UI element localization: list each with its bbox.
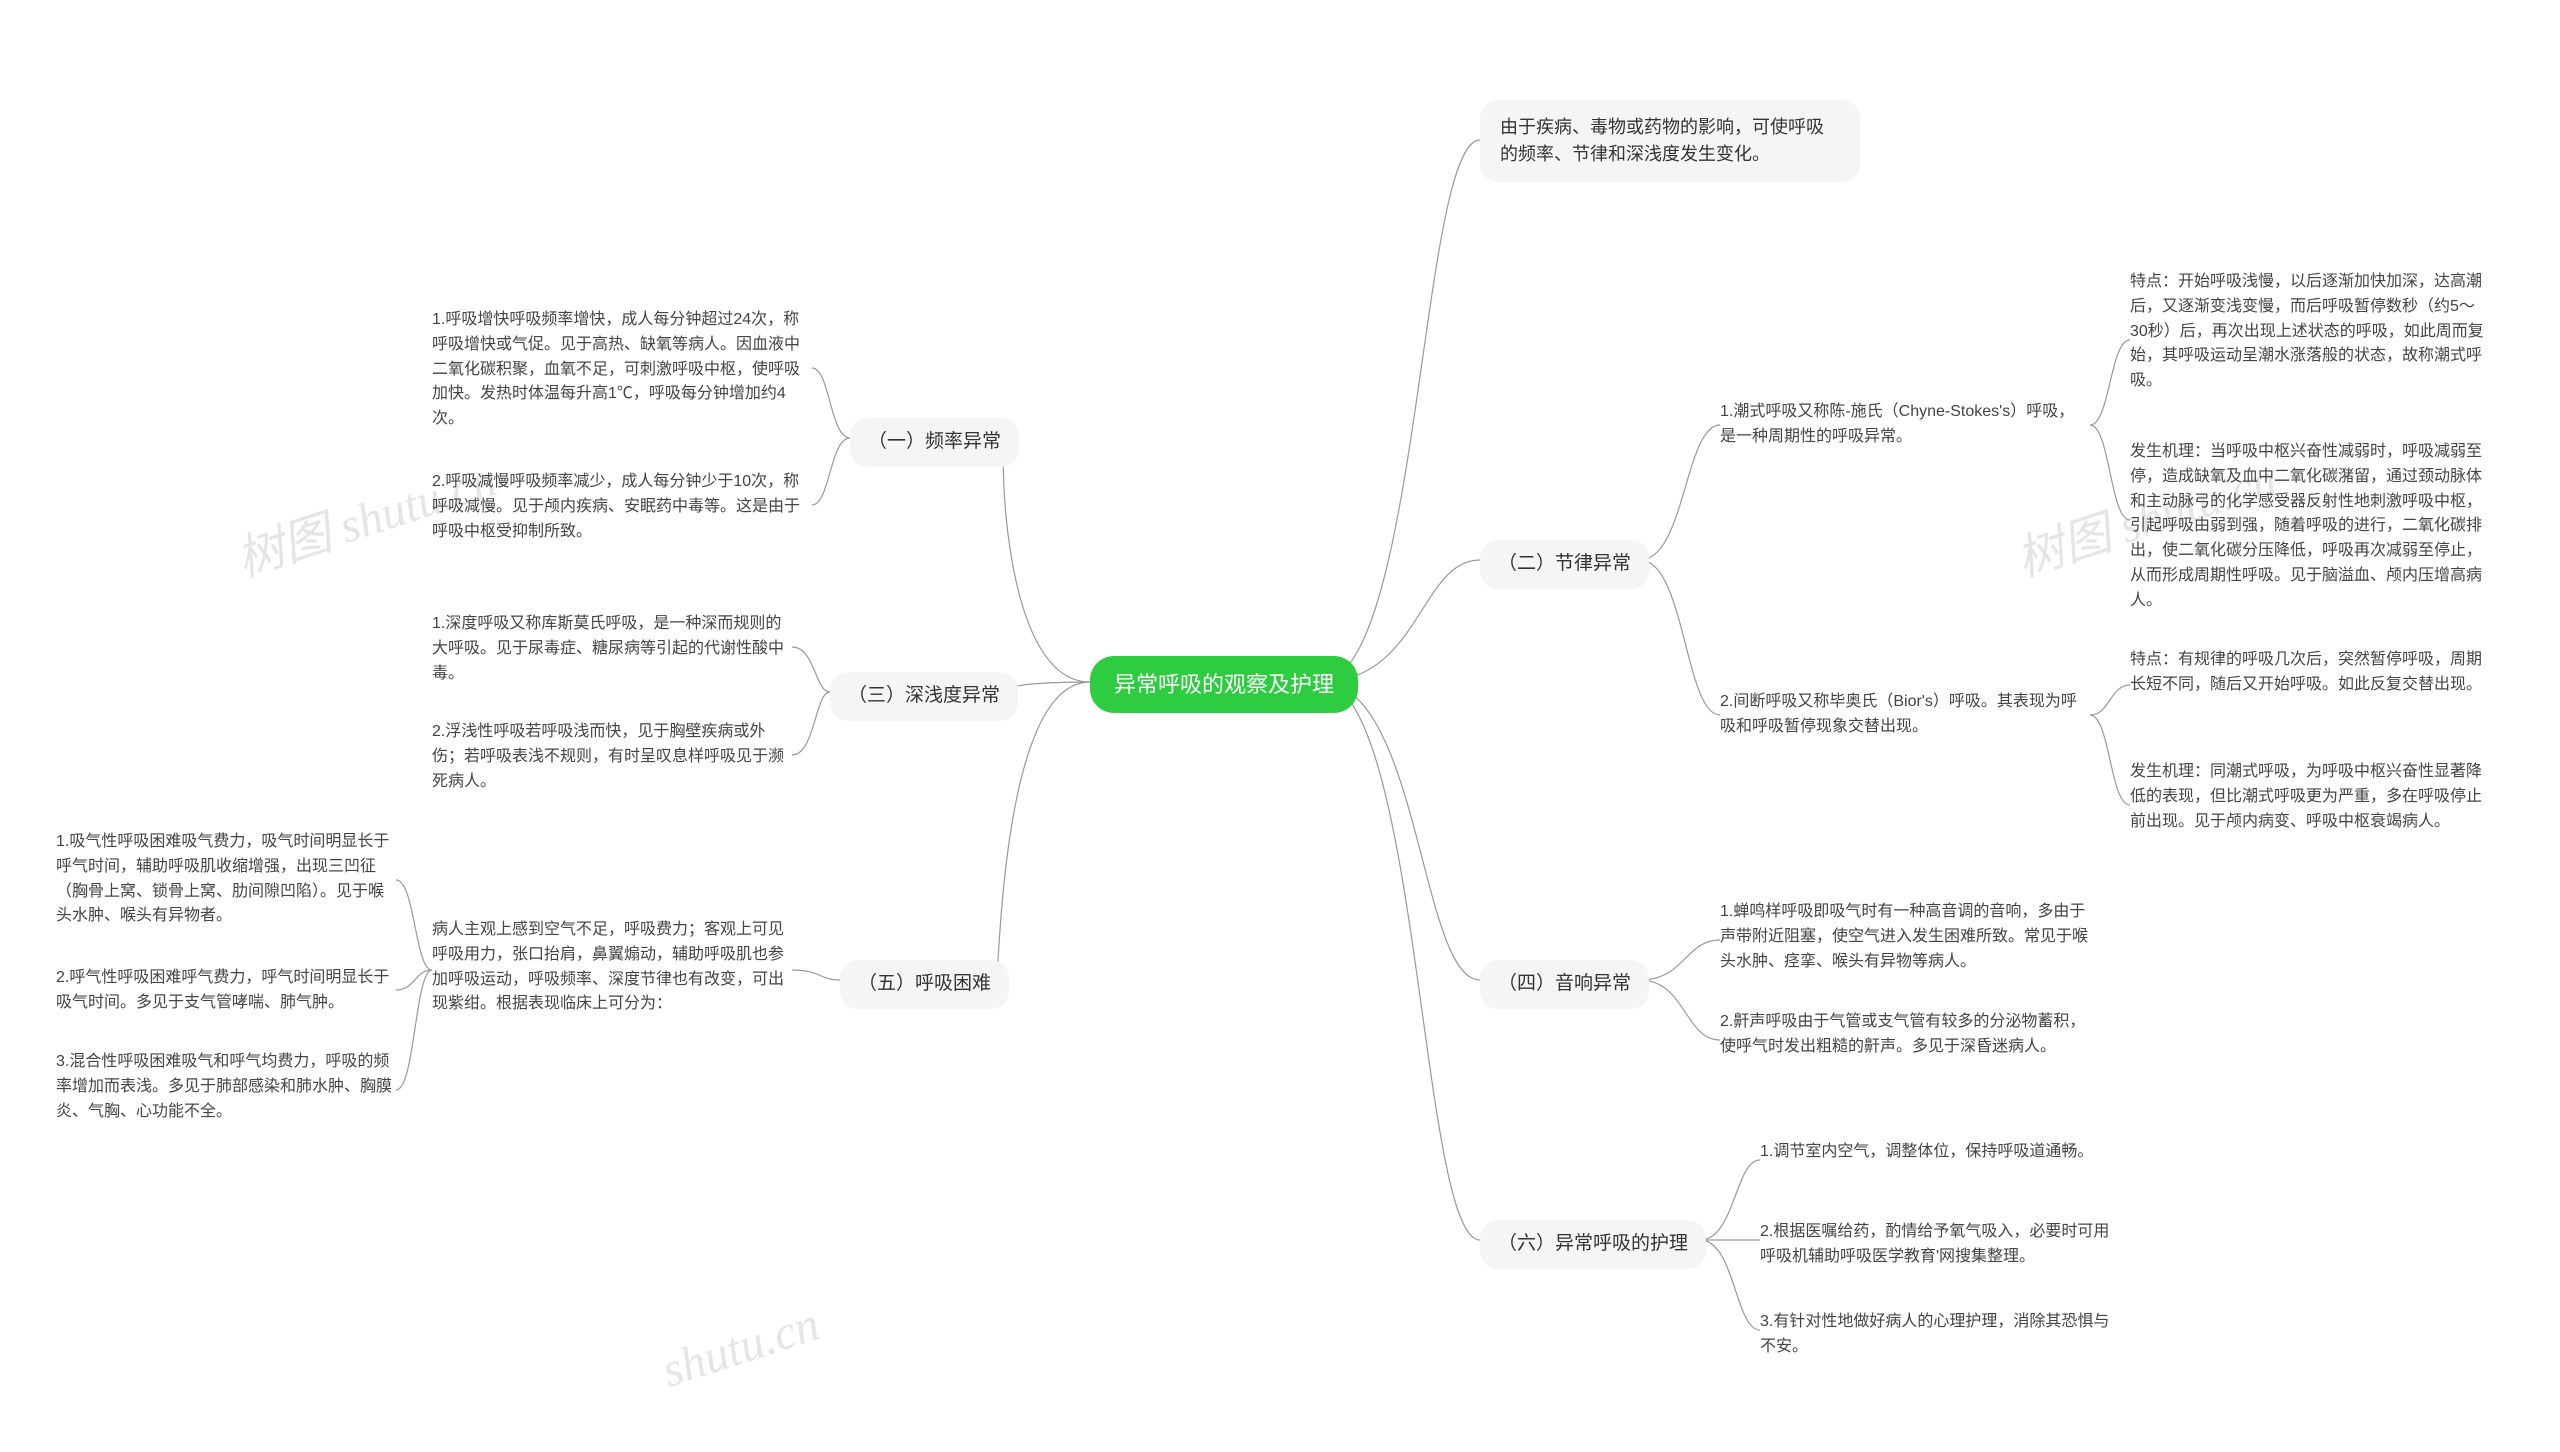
leaf-sound-1: 1.蝉鸣样呼吸即吸气时有一种高音调的音响，多由于声带附近阻塞，使空气进入发生困难…	[1720, 900, 2090, 974]
root-node[interactable]: 异常呼吸的观察及护理	[1090, 656, 1358, 713]
nursing-leaf-3: 3.有针对性地做好病人的心理护理，消除其恐惧与不安。	[1760, 1310, 2120, 1360]
dyspnea-leaf-3: 3.混合性呼吸困难吸气和呼气均费力，呼吸的频率增加而表浅。多见于肺部感染和肺水肿…	[56, 1050, 396, 1124]
dyspnea-child: 病人主观上感到空气不足，呼吸费力；客观上可见呼吸用力，张口抬肩，鼻翼煽动，辅助呼…	[432, 918, 792, 1017]
branch-depth[interactable]: （三）深浅度异常	[830, 672, 1018, 721]
rhythm-child-1-leaf-2: 发生机理：当呼吸中枢兴奋性减弱时，呼吸减弱至停，造成缺氧及血中二氧化碳潴留，通过…	[2130, 440, 2490, 614]
dyspnea-leaf-2: 2.呼气性呼吸困难呼气费力，呼气时间明显长于吸气时间。多见于支气管哮喘、肺气肿。	[56, 966, 396, 1016]
leaf-sound-2: 2.鼾声呼吸由于气管或支气管有较多的分泌物蓄积，使呼气时发出粗糙的鼾声。多见于深…	[1720, 1010, 2090, 1060]
rhythm-child-1-leaf-1: 特点：开始呼吸浅慢，以后逐渐加快加深，达高潮后，又逐渐变浅变慢，而后呼吸暂停数秒…	[2130, 270, 2490, 394]
branch-dyspnea[interactable]: （五）呼吸困难	[840, 960, 1009, 1009]
leaf-depth-2: 2.浮浅性呼吸若呼吸浅而快，见于胸壁疾病或外伤；若呼吸表浅不规则，有时呈叹息样呼…	[432, 720, 792, 794]
leaf-freq-1: 1.呼吸增快呼吸频率增快，成人每分钟超过24次，称呼吸增快或气促。见于高热、缺氧…	[432, 308, 812, 432]
rhythm-child-2-leaf-1: 特点：有规律的呼吸几次后，突然暂停呼吸，周期长短不同，随后又开始呼吸。如此反复交…	[2130, 648, 2490, 698]
branch-rhythm[interactable]: （二）节律异常	[1480, 540, 1649, 589]
intro-node: 由于疾病、毒物或药物的影响，可使呼吸的频率、节律和深浅度发生变化。	[1480, 100, 1860, 182]
rhythm-child-2-leaf-2: 发生机理：同潮式呼吸，为呼吸中枢兴奋性显著降低的表现，但比潮式呼吸更为严重，多在…	[2130, 760, 2490, 834]
leaf-depth-1: 1.深度呼吸又称库斯莫氏呼吸，是一种深而规则的大呼吸。见于尿毒症、糖尿病等引起的…	[432, 612, 792, 686]
nursing-leaf-1: 1.调节室内空气，调整体位，保持呼吸道通畅。	[1760, 1140, 2120, 1165]
rhythm-child-1: 1.潮式呼吸又称陈-施氏（Chyne-Stokes's）呼吸，是一种周期性的呼吸…	[1720, 400, 2090, 450]
branch-sound[interactable]: （四）音响异常	[1480, 960, 1649, 1009]
watermark: shutu.cn	[655, 1296, 825, 1398]
branch-frequency[interactable]: （一）频率异常	[850, 418, 1019, 467]
rhythm-child-2: 2.间断呼吸又称毕奥氏（Bior's）呼吸。其表现为呼吸和呼吸暂停现象交替出现。	[1720, 690, 2090, 740]
dyspnea-leaf-1: 1.吸气性呼吸困难吸气费力，吸气时间明显长于呼气时间，辅助呼吸肌收缩增强，出现三…	[56, 830, 396, 929]
leaf-freq-2: 2.呼吸减慢呼吸频率减少，成人每分钟少于10次，称呼吸减慢。见于颅内疾病、安眠药…	[432, 470, 812, 544]
nursing-leaf-2: 2.根据医嘱给药，酌情给予氧气吸入，必要时可用呼吸机辅助呼吸医学教育'网搜集整理…	[1760, 1220, 2120, 1270]
connector-layer	[0, 0, 2560, 1452]
branch-nursing[interactable]: （六）异常呼吸的护理	[1480, 1220, 1706, 1269]
